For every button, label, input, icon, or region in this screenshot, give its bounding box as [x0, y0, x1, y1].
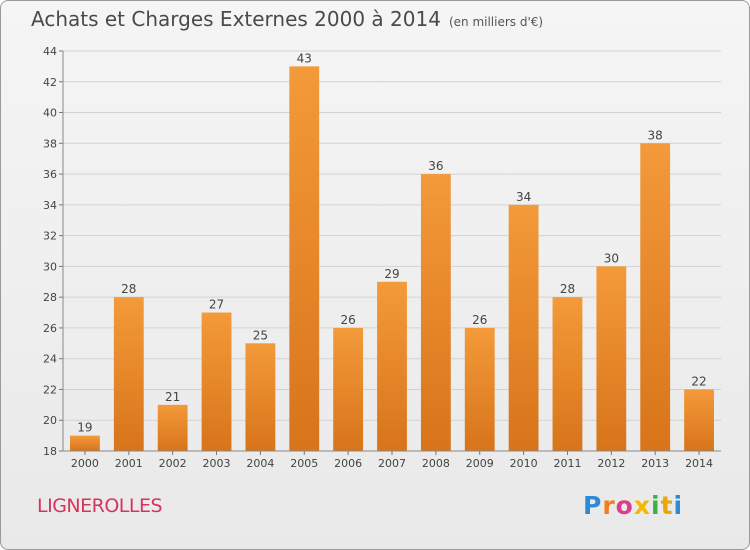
- y-tick-label: 30: [43, 260, 57, 273]
- bar-value-label: 29: [384, 267, 399, 281]
- x-tick-label: 2008: [422, 457, 450, 470]
- bar-value-label: 36: [428, 159, 443, 173]
- x-tick-label: 2004: [246, 457, 274, 470]
- y-tick-label: 42: [43, 76, 57, 89]
- bar: [70, 435, 100, 451]
- y-axis: 18 20 22 24 26 28 30 32 34 36 38 40 42 44: [43, 45, 64, 458]
- bar-value-label: 22: [691, 374, 706, 388]
- bar: [596, 266, 627, 451]
- bar: [289, 66, 320, 451]
- bar: [640, 143, 671, 452]
- y-tick-label: 22: [43, 383, 57, 396]
- x-tick-label: 2006: [334, 457, 362, 470]
- chart-subtitle: (en milliers d'€): [448, 15, 544, 29]
- logo-letter: i: [651, 491, 661, 520]
- bar: [201, 312, 232, 451]
- y-tick-label: 44: [43, 45, 57, 58]
- x-axis: 2000 2001 2002 2003 2004 2005 2006 2007 2008 2009…: [63, 450, 721, 470]
- y-tick-label: 26: [43, 322, 57, 335]
- bar-value-label: 21: [165, 390, 180, 404]
- x-tick-label: 2007: [378, 457, 406, 470]
- bar-value-label: 19: [77, 421, 92, 435]
- bar-value-label: 26: [340, 313, 355, 327]
- bar: [684, 389, 714, 451]
- logo-letter: i: [673, 491, 684, 520]
- y-tick-label: 32: [43, 230, 57, 243]
- y-tick-label: 28: [43, 291, 57, 304]
- y-tick-label: 18: [43, 445, 57, 458]
- bar-value-label: 27: [209, 298, 224, 312]
- bar: [377, 281, 407, 451]
- x-tick-label: 2003: [203, 457, 231, 470]
- chart-title-text: Achats et Charges Externes 2000 à 2014: [31, 7, 441, 31]
- bar-value-label: 26: [472, 313, 487, 327]
- logo-letter: r: [602, 491, 616, 520]
- x-tick-label: 2014: [685, 457, 713, 470]
- y-tick-label: 40: [43, 107, 57, 120]
- y-tick-label: 38: [43, 137, 57, 150]
- bar: [420, 174, 451, 452]
- logo-letter: o: [615, 491, 634, 520]
- logo-letter: x: [633, 491, 651, 520]
- bar-value-label: 30: [604, 251, 619, 265]
- bar: [333, 327, 364, 451]
- bar-value-label: 28: [560, 282, 575, 296]
- x-tick-label: 2001: [115, 457, 143, 470]
- y-tick-label: 36: [43, 168, 57, 181]
- x-tick-label: 2013: [641, 457, 669, 470]
- x-tick-label: 2012: [597, 457, 625, 470]
- bars: 19 28 21 27 25 43 26 29 36 26 34 28 30 38 22: [70, 51, 714, 452]
- x-tick-label: 2009: [466, 457, 494, 470]
- logo-letter: P: [583, 491, 603, 520]
- commune-name: LIGNEROLLES: [37, 495, 163, 517]
- bar: [157, 404, 188, 451]
- bar-value-label: 28: [121, 282, 136, 296]
- x-tick-label: 2005: [290, 457, 318, 470]
- proxiti-logo: Proxiti: [583, 491, 683, 520]
- bar: [508, 204, 539, 451]
- bar-value-label: 38: [648, 128, 663, 142]
- bar-value-label: 25: [253, 328, 268, 342]
- bar: [552, 297, 583, 451]
- bar: [245, 343, 276, 451]
- bar: [113, 297, 144, 451]
- y-tick-label: 20: [43, 414, 57, 427]
- logo-letter: t: [660, 491, 674, 520]
- x-tick-label: 2010: [510, 457, 538, 470]
- bar-value-label: 34: [516, 190, 531, 204]
- bar: [464, 327, 495, 451]
- x-tick-label: 2011: [553, 457, 581, 470]
- x-tick-label: 2000: [71, 457, 99, 470]
- bar-value-label: 43: [297, 51, 312, 65]
- y-tick-label: 34: [43, 199, 57, 212]
- y-tick-label: 24: [43, 353, 57, 366]
- x-tick-label: 2002: [159, 457, 187, 470]
- chart-title: Achats et Charges Externes 2000 à 2014 (e…: [31, 7, 543, 31]
